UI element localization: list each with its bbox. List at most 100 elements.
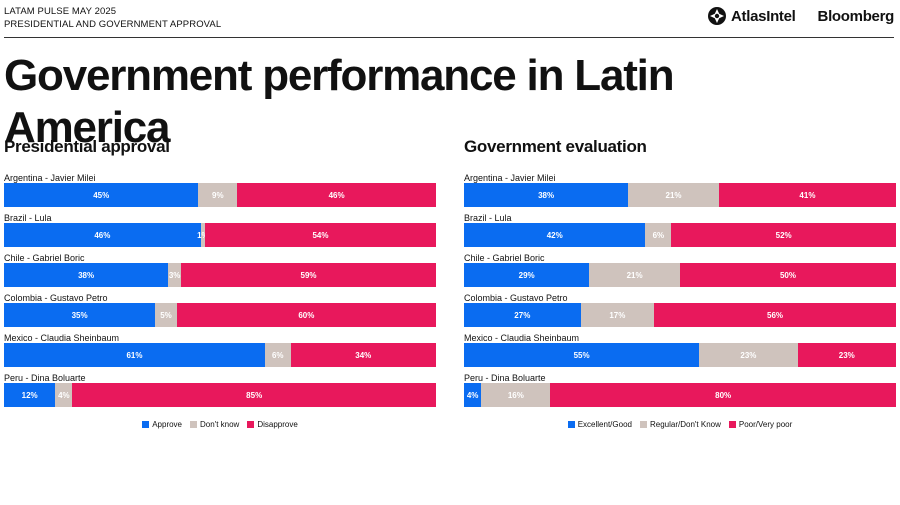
bar-segment: 4% — [55, 383, 73, 407]
category-label: Colombia - Gustavo Petro — [464, 293, 568, 303]
data-label: 23% — [838, 350, 855, 360]
bar-segment: 38% — [464, 183, 629, 207]
category-label: Mexico - Claudia Sheinbaum — [4, 333, 120, 343]
bar-segment: 9% — [198, 183, 238, 207]
data-label: 59% — [300, 270, 317, 280]
stacked-bar: 45% 9% 46% — [4, 183, 436, 207]
report-header: LATAM PULSE MAY 2025 PRESIDENTIAL AND GO… — [4, 5, 221, 31]
data-label: 12% — [21, 390, 38, 400]
legend-item: Excellent/Good — [567, 420, 632, 429]
bar-segment: 27% — [464, 303, 581, 327]
bar-segment: 1% — [197, 223, 209, 247]
legend-item: Poor/Very poor — [728, 420, 792, 429]
data-label: 38% — [78, 270, 95, 280]
data-label: 6% — [271, 350, 284, 360]
data-label: 41% — [799, 190, 816, 200]
data-label: 16% — [507, 390, 524, 400]
category-label: Brazil - Lula — [4, 213, 52, 223]
bar-segment: 6% — [264, 343, 291, 367]
bar-segment: 80% — [550, 383, 896, 407]
data-label: 80% — [715, 390, 732, 400]
bar-segment: 55% — [464, 343, 700, 367]
bar-segment: 34% — [290, 343, 436, 367]
report-subtitle: PRESIDENTIAL AND GOVERNMENT APPROVAL — [4, 19, 222, 30]
legend: Excellent/Good Regular/Don't Know Poor/Ver… — [464, 420, 896, 429]
legend-label: Disapprove — [257, 420, 298, 429]
bar-segment: 42% — [464, 223, 646, 247]
data-label: 6% — [652, 230, 665, 240]
category-label: Peru - Dina Boluarte — [4, 373, 86, 383]
bar-segment: 4% — [464, 383, 482, 407]
data-label: 60% — [298, 310, 315, 320]
atlasintel-mark-icon — [708, 7, 727, 25]
legend-swatch — [247, 421, 255, 428]
legend-swatch — [639, 421, 647, 428]
bar-segment: 52% — [671, 223, 896, 247]
data-label: 4% — [466, 390, 479, 400]
data-label: 52% — [775, 230, 792, 240]
chart-row: Colombia - Gustavo Petro 35% 5% 60% — [4, 293, 436, 333]
data-label: 46% — [328, 190, 345, 200]
bar-segment: 54% — [205, 223, 436, 247]
legend-label: Don't know — [200, 420, 240, 429]
data-label: 23% — [740, 350, 757, 360]
data-label: 61% — [126, 350, 143, 360]
data-label: 42% — [546, 230, 563, 240]
category-label: Argentina - Javier Milei — [464, 173, 556, 183]
bar-segment: 5% — [155, 303, 177, 327]
chart-presidential-approval: Presidential approval Argentina - Javier… — [4, 137, 436, 437]
legend-label: Approve — [152, 420, 182, 429]
category-label: Peru - Dina Boluarte — [464, 373, 546, 383]
stacked-bar: 55% 23% 23% — [464, 343, 896, 367]
bar-segment: 17% — [580, 303, 655, 327]
stacked-bar: 38% 21% 41% — [464, 183, 896, 207]
data-label: 46% — [94, 230, 111, 240]
bar-segment: 60% — [176, 303, 436, 327]
bar-segment: 6% — [645, 223, 672, 247]
stacked-bar: 42% 6% 52% — [464, 223, 896, 247]
bar-segment: 23% — [797, 343, 896, 367]
bar-segment: 85% — [72, 383, 436, 407]
chart-row: Mexico - Claudia Sheinbaum 55% 23% 23% — [464, 333, 896, 373]
data-label: 34% — [355, 350, 372, 360]
bar-segment: 41% — [718, 183, 896, 207]
atlasintel-wordmark: AtlasIntel — [731, 7, 796, 25]
chart-row: Brazil - Lula 42% 6% 52% — [464, 213, 896, 253]
bar-segment: 3% — [168, 263, 182, 287]
bar-segment: 29% — [464, 263, 590, 287]
data-label: 29% — [518, 270, 535, 280]
bar-segment: 46% — [4, 223, 201, 247]
data-label: 35% — [71, 310, 88, 320]
chart-title: Presidential approval — [4, 137, 170, 156]
chart-row: Chile - Gabriel Boric 38% 3% 59% — [4, 253, 436, 293]
chart-row: Peru - Dina Boluarte 4% 16% 80% — [464, 373, 896, 413]
atlasintel-logo: AtlasIntel — [707, 6, 796, 26]
chart-row: Argentina - Javier Milei 38% 21% 41% — [464, 173, 896, 213]
stacked-bar: 27% 17% 56% — [464, 303, 896, 327]
category-label: Colombia - Gustavo Petro — [4, 293, 108, 303]
data-label: 27% — [514, 310, 531, 320]
legend-label: Excellent/Good — [577, 420, 632, 429]
bloomberg-logo: Bloomberg — [817, 7, 895, 25]
chart-row: Brazil - Lula 46% 1% 54% — [4, 213, 436, 253]
stacked-bar: 12% 4% 85% — [4, 383, 436, 407]
bar-segment: 35% — [4, 303, 156, 327]
legend-swatch — [728, 421, 736, 428]
category-label: Chile - Gabriel Boric — [464, 253, 545, 263]
chart-row: Peru - Dina Boluarte 12% 4% 85% — [4, 373, 436, 413]
legend: Approve Don't know Disapprove — [4, 420, 436, 429]
chart-row: Chile - Gabriel Boric 29% 21% 50% — [464, 253, 896, 293]
data-label: 21% — [665, 190, 682, 200]
legend-label: Regular/Don't Know — [649, 420, 721, 429]
stacked-bar: 35% 5% 60% — [4, 303, 436, 327]
stacked-bar: 38% 3% 59% — [4, 263, 436, 287]
bar-segment: 45% — [4, 183, 199, 207]
bar-segment: 12% — [4, 383, 56, 407]
legend-swatch — [142, 421, 150, 428]
chart-row: Argentina - Javier Milei 45% 9% 46% — [4, 173, 436, 213]
data-label: 55% — [573, 350, 590, 360]
category-label: Brazil - Lula — [464, 213, 512, 223]
legend-item: Approve — [142, 420, 182, 429]
data-label: 45% — [93, 190, 110, 200]
stacked-bar: 46% 1% 54% — [4, 223, 436, 247]
